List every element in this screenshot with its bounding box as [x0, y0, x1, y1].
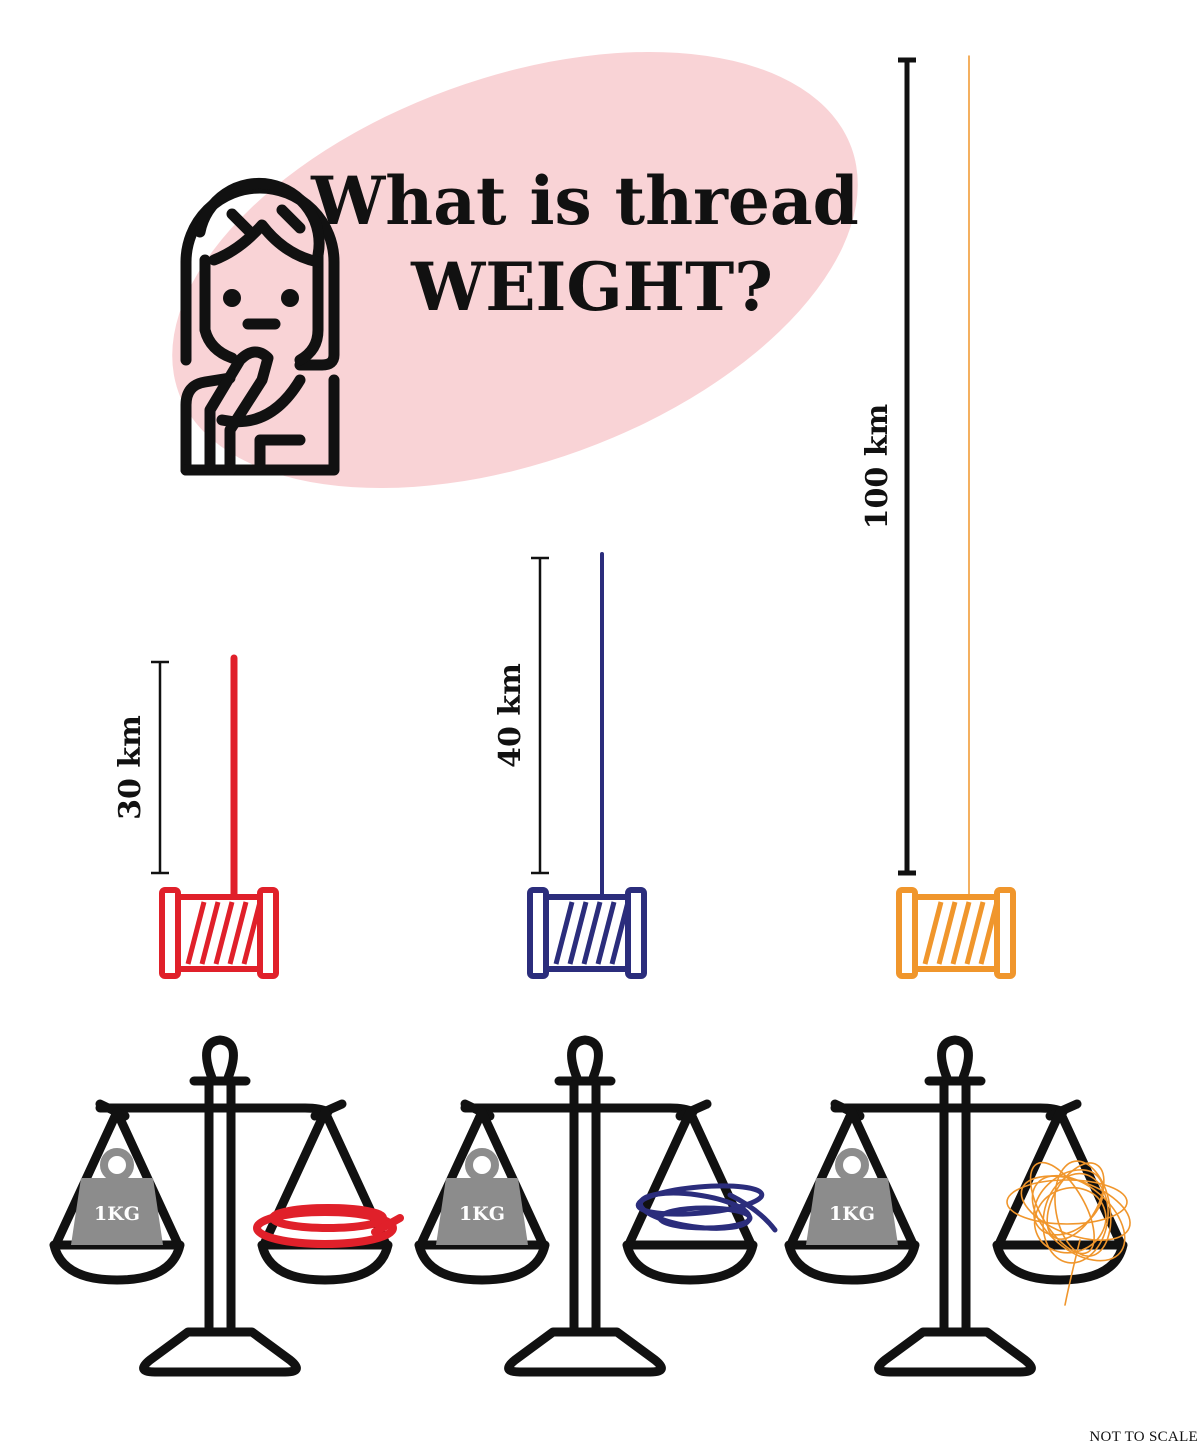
scale-pan-chain-left	[52, 1107, 182, 1247]
title-line-1: What is thread	[310, 162, 859, 240]
scale-pan-left	[414, 1240, 550, 1285]
scale-base	[139, 1327, 301, 1377]
kettlebell-weight-icon: 1KG	[436, 1148, 528, 1245]
length-label: 100 km	[860, 403, 895, 529]
spool-winding	[609, 901, 631, 965]
weight-body	[806, 1178, 898, 1245]
spool-winding	[964, 901, 986, 965]
thread-column-2: 40 km 1KG	[414, 552, 778, 1377]
weight-ring	[835, 1148, 869, 1182]
scale-pan-chain-right	[625, 1107, 755, 1247]
thread-loop	[1033, 1169, 1104, 1236]
weight-label: 1KG	[94, 1203, 140, 1225]
thread-loop	[269, 1204, 387, 1232]
thread-loop	[1033, 1186, 1107, 1254]
thread-end	[371, 1214, 404, 1236]
weight-label: 1KG	[459, 1203, 505, 1225]
thread-end	[727, 1192, 778, 1233]
spool-winding	[936, 901, 958, 965]
thread-loop	[1054, 1160, 1112, 1257]
weight-body	[436, 1178, 528, 1245]
spool-icon	[527, 887, 647, 979]
spool-icon	[896, 887, 1016, 979]
spool-winding	[950, 901, 972, 965]
spool-winding	[567, 901, 589, 965]
scale-pan-right	[257, 1240, 393, 1285]
spool-winding	[595, 901, 617, 965]
scale-base	[504, 1327, 666, 1377]
kettlebell-weight-icon: 1KG	[806, 1148, 898, 1245]
thread-column-3: 100 km 1KG	[784, 55, 1131, 1377]
scale-pan-right	[622, 1240, 758, 1285]
scale-pan-right	[992, 1240, 1128, 1285]
scale-pan-chain-left	[787, 1107, 917, 1247]
spool-winding	[227, 901, 249, 965]
weight-ring	[465, 1148, 499, 1182]
spool-body	[912, 894, 1000, 972]
tangled-thread	[253, 1204, 404, 1248]
not-to-scale-note: NOT TO SCALE	[1089, 1429, 1198, 1445]
scale-top-loop	[937, 1035, 973, 1083]
title-line-2: WEIGHT?	[410, 248, 773, 326]
thread-column-1: 30 km 1KG	[49, 654, 404, 1377]
scale-beam	[95, 1103, 333, 1117]
tangled-thread	[1006, 1160, 1131, 1306]
thread-end	[1064, 1239, 1081, 1306]
spool-winding	[199, 901, 221, 965]
kettlebell-weight-icon: 1KG	[71, 1148, 163, 1245]
weight-ring	[100, 1148, 134, 1182]
spool-winding	[581, 901, 603, 965]
spool-winding	[185, 901, 207, 965]
spool-winding	[922, 901, 944, 965]
balance-scale-icon	[414, 1035, 758, 1377]
weight-body	[71, 1178, 163, 1245]
spool-winding	[553, 901, 575, 965]
scale-pan-left	[49, 1240, 185, 1285]
weight-label: 1KG	[829, 1203, 875, 1225]
spool-winding	[978, 901, 1000, 965]
length-label: 40 km	[493, 663, 528, 768]
scale-top-loop	[202, 1035, 238, 1083]
tangled-thread	[635, 1183, 778, 1233]
thread-loop	[1006, 1179, 1128, 1225]
thread-loop	[657, 1205, 753, 1231]
length-label: 30 km	[113, 715, 148, 820]
scale-base	[874, 1327, 1036, 1377]
spool-body	[175, 894, 263, 972]
scale-top-loop	[567, 1035, 603, 1083]
thread-loop	[1042, 1172, 1109, 1264]
thread-loop	[1046, 1162, 1105, 1240]
scale-pan-chain-left	[417, 1107, 547, 1247]
thinking-woman-icon	[180, 177, 340, 476]
spool-body	[543, 894, 631, 972]
spool-winding	[241, 901, 263, 965]
speech-bubble	[172, 51, 858, 489]
scale-beam	[460, 1103, 698, 1117]
thread-loop	[1031, 1174, 1126, 1262]
spool-winding	[213, 901, 235, 965]
scale-beam	[830, 1103, 1068, 1117]
scale-pan-left	[784, 1240, 920, 1285]
spool-icon	[159, 887, 279, 979]
